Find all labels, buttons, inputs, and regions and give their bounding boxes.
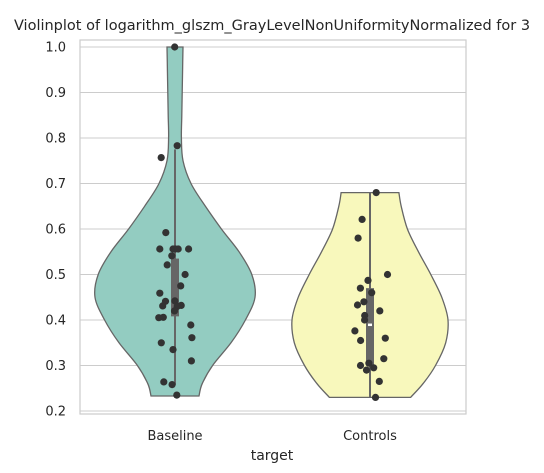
y-tick-label: 0.8: [45, 132, 66, 147]
data-point: [157, 154, 165, 162]
data-point: [187, 321, 195, 329]
data-point: [168, 381, 176, 389]
data-point: [356, 361, 365, 370]
data-point: [356, 284, 364, 292]
data-point: [360, 298, 368, 306]
y-tick-labels: 0.2 0.3 0.4 0.5 0.6 0.7 0.8 0.9 1.0: [45, 41, 66, 420]
data-point: [170, 307, 179, 315]
data-point: [156, 289, 164, 297]
data-point: [383, 270, 392, 279]
data-point: [157, 339, 165, 347]
violin-iqr-box: [366, 288, 374, 366]
violin-iqr-box: [171, 258, 179, 317]
data-point: [168, 252, 176, 260]
data-point: [380, 355, 388, 363]
data-point: [177, 282, 185, 290]
data-point: [169, 346, 177, 354]
x-tick-label: Baseline: [147, 429, 202, 444]
violin-median-mark: [368, 323, 372, 327]
data-point: [362, 366, 371, 374]
chart-title: Violinplot of logarithm_glszm_GrayLevelN…: [14, 18, 530, 34]
violins: [94, 46, 449, 399]
data-point: [368, 289, 376, 297]
data-point: [188, 334, 196, 342]
y-tick-label: 0.2: [45, 405, 66, 420]
data-point: [160, 378, 168, 386]
data-point: [171, 297, 179, 305]
data-point: [376, 307, 384, 315]
y-tick-label: 0.5: [45, 268, 66, 283]
y-tick-label: 0.7: [45, 177, 66, 192]
data-point: [375, 377, 383, 385]
data-point: [365, 359, 373, 367]
data-point: [372, 189, 380, 197]
data-point: [163, 261, 171, 269]
y-tick-label: 0.3: [45, 359, 66, 374]
x-tick-label: Controls: [343, 429, 397, 444]
data-point: [159, 302, 167, 310]
data-point: [187, 357, 195, 365]
data-point: [370, 364, 378, 372]
x-tick-labels: Baseline Controls: [147, 429, 397, 444]
data-point: [358, 215, 366, 223]
data-point: [357, 336, 365, 345]
data-point: [381, 334, 389, 342]
data-point: [181, 270, 189, 279]
y-tick-label: 1.0: [45, 41, 66, 56]
data-point: [364, 276, 372, 284]
data-point: [371, 393, 380, 401]
data-point: [361, 316, 369, 324]
x-axis-label: target: [251, 448, 294, 464]
y-tick-label: 0.4: [45, 314, 66, 329]
data-point: [353, 301, 362, 309]
plot-frame: [79, 39, 467, 415]
data-point: [162, 229, 170, 237]
data-point: [173, 142, 181, 150]
y-tick-label: 0.9: [45, 86, 66, 101]
data-point: [155, 314, 163, 322]
y-tick-label: 0.6: [45, 223, 66, 238]
data-point: [173, 391, 181, 399]
data-point: [354, 234, 362, 242]
strip-points: [155, 43, 392, 401]
data-point: [185, 245, 193, 253]
data-point: [174, 245, 182, 253]
data-point: [171, 43, 179, 51]
data-point: [351, 327, 359, 335]
data-point: [156, 245, 164, 253]
